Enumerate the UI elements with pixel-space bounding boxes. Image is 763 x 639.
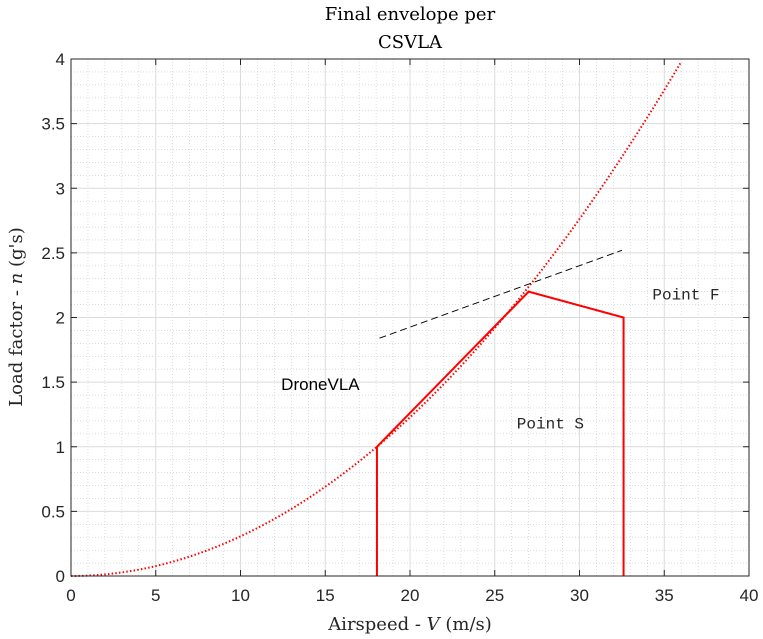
y-axis-label-unit: (g's): [6, 227, 27, 272]
y-ticks: 0 0.5 1 1.5 2 2.5 3 3.5 4: [41, 50, 749, 586]
y-tick-label: 1: [56, 438, 65, 457]
y-tick-label: 3.5: [41, 115, 65, 134]
x-axis-label-var: V: [427, 614, 442, 635]
series-layer: [71, 61, 683, 577]
chart-title-line-1: Final envelope per: [325, 4, 496, 25]
x-tick-label: 25: [485, 586, 504, 605]
chart-title-line-2: CSVLA: [378, 32, 443, 53]
y-tick-label: 3: [56, 179, 65, 198]
x-tick-label: 40: [740, 586, 759, 605]
x-tick-label: 15: [316, 586, 335, 605]
x-tick-label: 0: [66, 586, 75, 605]
x-tick-label: 20: [401, 586, 420, 605]
x-tick-label: 30: [570, 586, 589, 605]
y-axis-label-var: n: [6, 273, 27, 285]
x-tick-label: 10: [231, 586, 250, 605]
x-axis-label-prefix: Airspeed -: [327, 614, 426, 635]
annotations: DroneVLA Point S Point F: [281, 286, 719, 433]
annotation-point-f: Point F: [652, 286, 719, 304]
y-tick-label: 0: [56, 567, 65, 586]
y-axis-label: Load factor - n (g's): [6, 227, 27, 407]
annotation-dronevla: DroneVLA: [281, 375, 360, 394]
y-tick-label: 2.5: [41, 244, 65, 263]
y-axis-label-prefix: Load factor -: [6, 284, 27, 406]
x-axis-label-unit: (m/s): [440, 614, 492, 635]
gust-line-dashed: [379, 249, 623, 339]
x-axis-label: Airspeed - V (m/s): [327, 614, 492, 635]
y-tick-label: 1.5: [41, 373, 65, 392]
y-tick-label: 2: [56, 309, 65, 328]
x-ticks: 0 5 10 15 20 25 30 35 40: [66, 59, 758, 605]
annotation-point-s: Point S: [517, 416, 584, 434]
y-tick-label: 4: [56, 50, 65, 69]
envelope-boundary-line: [375, 290, 625, 576]
x-tick-label: 5: [151, 586, 160, 605]
x-tick-label: 35: [655, 586, 674, 605]
y-tick-label: 0.5: [41, 502, 65, 521]
